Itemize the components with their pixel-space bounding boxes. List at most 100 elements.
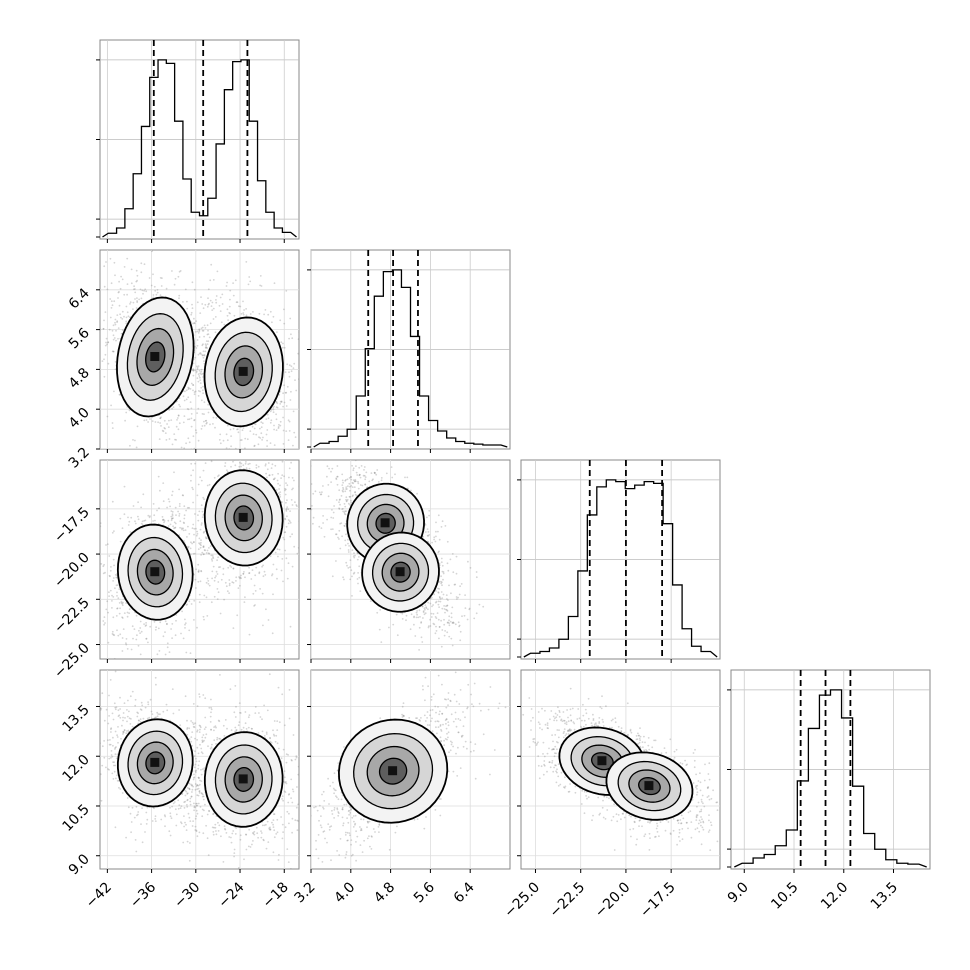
scatter-point [336,483,339,486]
scatter-point [130,516,133,519]
scatter-point [133,661,135,663]
scatter-point [125,602,127,604]
scatter-point [159,294,162,297]
scatter-point [330,528,332,531]
scatter-point [96,574,98,576]
scatter-point [282,580,284,583]
scatter-point [171,513,174,516]
scatter-point [290,461,292,464]
scatter-point [239,457,241,459]
scatter-point [204,462,207,464]
scatter-point [91,616,93,618]
scatter-point [121,310,124,313]
scatter-point [149,515,151,517]
scatter-point [115,615,118,617]
scatter-point [356,558,359,561]
scatter-point [135,280,138,283]
scatter-point [136,425,139,428]
scatter-point [285,501,287,504]
scatter-point [376,611,379,614]
scatter-point [135,269,138,272]
scatter-point [264,464,267,467]
scatter-point [87,352,89,354]
scatter-point [120,316,122,319]
scatter-point [284,488,286,490]
scatter-point [428,534,431,536]
scatter-point [115,584,118,587]
scatter-point [434,616,437,618]
scatter-point [440,580,442,583]
scatter-point [213,595,216,598]
scatter-point [421,605,424,608]
scatter-point [358,474,361,476]
scatter-point [279,420,282,423]
scatter-point [344,523,347,525]
scatter-point [199,241,201,243]
scatter-point [242,313,245,316]
scatter-point [206,305,209,308]
scatter-point [197,407,200,410]
scatter-point [140,262,143,265]
scatter-point [171,623,174,625]
scatter-point [156,289,159,291]
hist-panel-2 [517,459,721,663]
scatter-point [205,596,208,599]
scatter-point [197,570,200,573]
scatter-point [89,273,91,275]
scatter-point [338,499,341,501]
scatter-point [244,452,246,454]
scatter-point [222,439,225,442]
scatter-point [215,575,217,577]
scatter-point [284,371,287,373]
scatter-point [142,493,145,496]
scatter-point [272,458,274,460]
scatter-point [234,464,237,467]
scatter-point [201,329,204,332]
scatter-point [200,570,203,572]
scatter-point [122,601,124,604]
scatter-point [133,285,136,288]
scatter-point [133,628,136,630]
scatter-point [219,442,222,445]
scatter-point [203,424,206,427]
scatter-point [197,563,200,566]
scatter-point [198,375,201,377]
scatter-point [352,469,355,472]
scatter-point [358,473,361,476]
scatter-point [254,604,256,606]
scatter-point [177,414,180,417]
scatter-point [234,447,237,449]
scatter-point [192,368,195,370]
scatter-point [205,344,208,347]
scatter-point [375,473,378,476]
scatter-point [347,551,350,553]
scatter-point [244,576,246,579]
scatter-point [196,494,199,497]
scatter-point [380,479,383,482]
scatter-point [345,500,348,502]
scatter-point [174,527,176,529]
scatter-point [196,368,199,371]
scatter-point [182,301,184,303]
scatter-point [287,419,290,422]
scatter-point [275,400,278,403]
scatter-point [208,336,211,339]
scatter-point [359,484,362,486]
scatter-point [341,489,344,492]
scatter-point [266,476,268,479]
scatter-point [193,527,196,530]
scatter-point [193,599,196,602]
scatter-point [165,287,168,290]
scatter-point [103,285,106,288]
scatter-point [104,353,107,356]
scatter-point [271,573,274,575]
scatter-point [380,457,382,459]
scatter-point [112,633,115,636]
scatter-point [446,631,449,634]
scatter-point [298,388,299,390]
scatter-point [352,479,355,482]
scatter-point [190,425,193,428]
scatter-point [104,344,107,347]
scatter-point [100,328,102,331]
